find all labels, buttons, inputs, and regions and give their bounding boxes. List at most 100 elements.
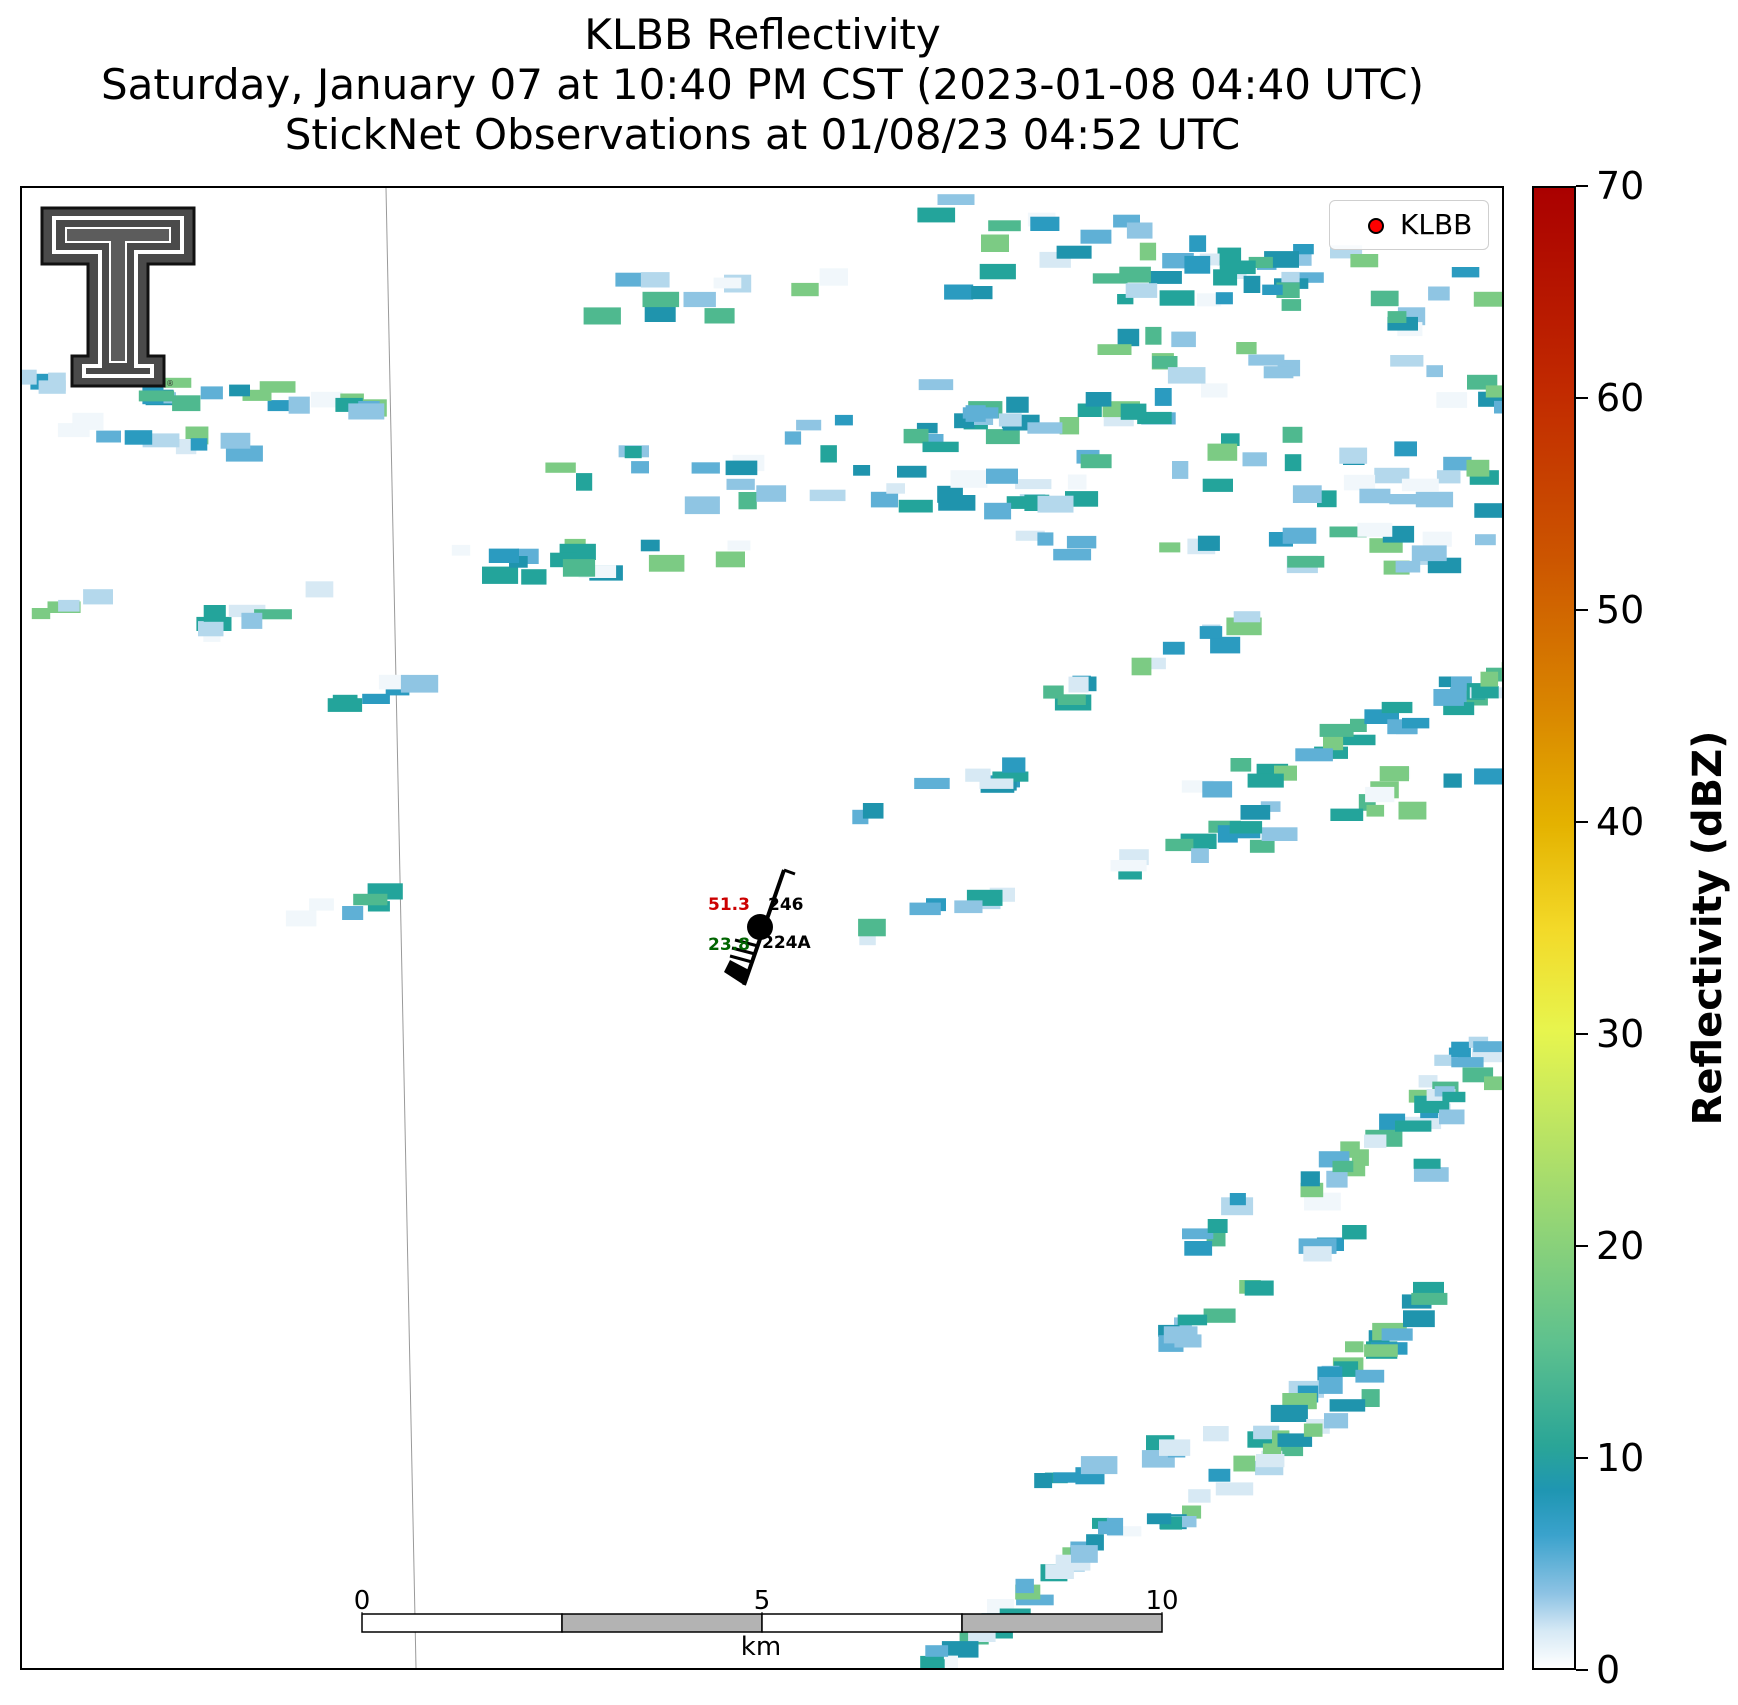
echo-cell [979, 778, 1014, 789]
echo-cell [1145, 326, 1162, 345]
echo-cell [1131, 657, 1152, 676]
echo-cell [1411, 545, 1447, 562]
figure-title: KLBB Reflectivity Saturday, January 07 a… [0, 10, 1525, 160]
echo-cell [241, 612, 263, 629]
echo-cell [1174, 1334, 1202, 1348]
echo-cell [229, 384, 250, 397]
echo-cell [984, 502, 1012, 520]
colorbar-tick-label: 60 [1596, 376, 1645, 420]
echo-cell [1427, 557, 1462, 574]
echo-cell [1203, 1426, 1229, 1442]
echo-cell [285, 910, 317, 927]
echo-cell [1171, 331, 1196, 348]
echo-cell [1244, 1280, 1274, 1296]
echo-cell [1365, 786, 1395, 803]
echo-cell [1189, 235, 1207, 252]
echo-cell [1339, 447, 1368, 464]
echo-cell [1236, 342, 1257, 355]
echo-cell [1167, 367, 1206, 384]
echo-cell [1057, 694, 1086, 705]
echo-cell [791, 282, 819, 297]
echo-cell [1108, 1526, 1142, 1537]
echo-cell [1263, 366, 1294, 379]
echo-cell [1262, 284, 1283, 295]
colorbar-tick-label: 70 [1596, 164, 1645, 208]
echo-cell [971, 286, 993, 300]
colorbar-tick-label: 20 [1596, 1224, 1645, 1268]
echo-cell [870, 491, 899, 508]
echo-cell [1480, 671, 1499, 687]
echo-cell [576, 473, 593, 491]
echo-cell [954, 900, 983, 914]
echo-cell [1475, 534, 1496, 546]
colorbar-tick-label: 10 [1596, 1436, 1645, 1480]
echo-cell [1433, 689, 1464, 706]
echo-cell [1071, 1545, 1098, 1563]
echo-cell [305, 581, 334, 598]
echo-cell [1165, 838, 1194, 852]
echo-cell [903, 428, 929, 444]
echo-cell [1242, 452, 1267, 467]
echo-cell [172, 395, 201, 412]
echo-cell [1219, 260, 1256, 275]
echo-cell [1182, 1228, 1214, 1240]
echo-cell [1230, 758, 1252, 772]
title-line-3: StickNet Observations at 01/08/23 04:52 … [284, 110, 1241, 159]
echo-cell [1006, 496, 1026, 509]
colorbar-tick-mark [1576, 821, 1588, 823]
station-pressure: 246 [768, 895, 804, 915]
echo-cell [259, 381, 296, 393]
echo-cell [1295, 748, 1333, 762]
echo-cell [756, 485, 787, 502]
echo-cell [1379, 766, 1409, 782]
echo-cell [1221, 433, 1240, 446]
echo-cell [897, 465, 927, 478]
echo-cell [200, 386, 223, 400]
echo-cell [1485, 385, 1502, 398]
colorbar-tick-label: 30 [1596, 1012, 1645, 1056]
echo-cell [348, 403, 385, 420]
echo-cell [704, 308, 735, 324]
echo-cell [853, 465, 871, 476]
county-boundary-line [385, 188, 417, 1668]
echo-cell [819, 268, 848, 286]
echo-cell [1395, 560, 1421, 573]
echo-cell [1247, 773, 1284, 788]
echo-cell [1484, 1076, 1502, 1091]
echo-cell [1117, 328, 1140, 347]
echo-cell [1188, 1489, 1211, 1503]
colorbar-tick-mark [1576, 1669, 1588, 1671]
legend-label: KLBB [1400, 208, 1473, 241]
echo-cell [922, 441, 959, 453]
echo-cell [1053, 1472, 1079, 1483]
echo-cell [1319, 723, 1354, 737]
echo-cell [917, 207, 956, 223]
echo-cell [1140, 657, 1166, 670]
echo-cell [1110, 860, 1147, 872]
echo-cell [72, 412, 104, 430]
echo-cell [1374, 467, 1410, 484]
echo-cell [615, 272, 643, 287]
echo-cell [1439, 1109, 1465, 1125]
echo-cell [1293, 244, 1314, 255]
echo-cell [1361, 1389, 1380, 1407]
echo-cell [1350, 254, 1379, 268]
colorbar-tick-mark [1576, 185, 1588, 187]
echo-cell [944, 284, 974, 300]
echo-cell [220, 432, 251, 449]
map-legend: KLBB [1329, 200, 1489, 250]
echo-cell [58, 599, 80, 612]
echo-cell [834, 414, 853, 426]
echo-cell [1387, 311, 1407, 323]
echo-cell [1146, 1513, 1172, 1525]
echo-cell [1420, 1107, 1439, 1119]
echo-cell [684, 496, 720, 515]
echo-cell [820, 445, 837, 463]
echo-cell [1092, 273, 1128, 284]
echo-cell [31, 608, 51, 620]
reflectivity-cells [22, 194, 1502, 1668]
echo-cell [941, 1641, 979, 1658]
echo-cell [950, 470, 988, 488]
echo-cell [1030, 216, 1060, 231]
echo-cell [1207, 443, 1238, 461]
